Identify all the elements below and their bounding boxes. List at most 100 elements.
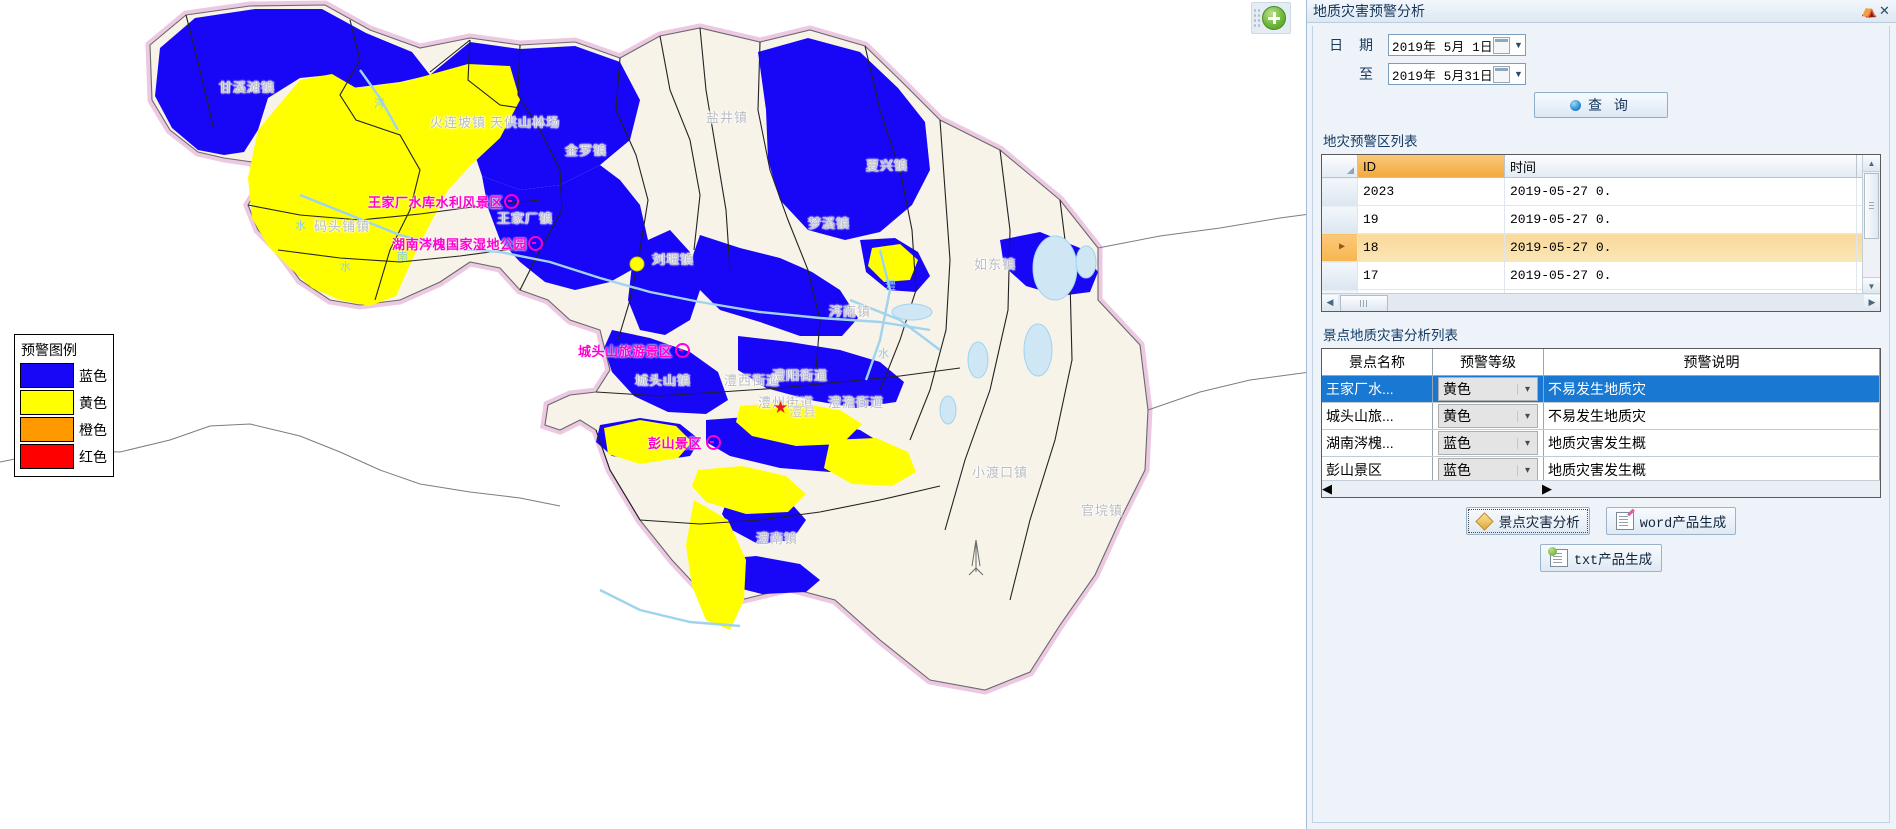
txt-product-generate-button[interactable]: txt产品生成 bbox=[1539, 544, 1663, 572]
query-button[interactable]: 查 询 bbox=[1534, 92, 1668, 118]
query-button-label: 查 询 bbox=[1588, 97, 1632, 113]
pin-icon[interactable]: ⛺ bbox=[1861, 3, 1878, 18]
row-header-corner[interactable] bbox=[1322, 155, 1358, 178]
date-from-label: 日 期 bbox=[1329, 37, 1379, 53]
date-from-row: 日 期 2019年 5月 1日 ▼ bbox=[1321, 34, 1881, 56]
drag-grip-icon[interactable] bbox=[1253, 8, 1261, 28]
cell-warning-level[interactable]: 黄色 ▾ bbox=[1432, 375, 1544, 403]
warning-level-value: 蓝色 bbox=[1443, 462, 1471, 478]
cell-scenic-name[interactable]: 城头山旅... bbox=[1322, 402, 1433, 430]
scroll-right-button[interactable]: ▶ bbox=[1542, 481, 1552, 496]
scroll-thumb[interactable] bbox=[1864, 173, 1879, 239]
cell-warning-level[interactable]: 黄色 ▾ bbox=[1432, 402, 1544, 430]
cell-time[interactable]: 2019-05-27 0. bbox=[1504, 205, 1857, 234]
vertical-scrollbar[interactable]: ▲ ▼ bbox=[1862, 155, 1880, 294]
warning-area-table-body: 2023 2019-05-27 0. 19 2019-05-27 0. ▶ 18 2019-… bbox=[1322, 177, 1880, 311]
cell-time[interactable]: 2019-05-27 0. bbox=[1504, 233, 1857, 262]
table-row[interactable]: 17 2019-05-27 0. bbox=[1322, 261, 1880, 290]
calendar-icon[interactable] bbox=[1493, 36, 1510, 54]
scroll-right-button[interactable]: ▶ bbox=[1864, 295, 1880, 310]
table-row[interactable]: 2023 2019-05-27 0. bbox=[1322, 177, 1880, 206]
close-icon[interactable]: ✕ bbox=[1879, 3, 1890, 18]
scenic-spot-marker-icon[interactable] bbox=[706, 435, 721, 450]
scenic-disaster-analysis-button[interactable]: 景点灾害分析 bbox=[1465, 507, 1590, 535]
scenic-analysis-grid[interactable]: 景点名称 预警等级 预警说明 王家厂水... 黄色 ▾ 不易发生地质灾 城头山旅... 黄… bbox=[1321, 348, 1881, 498]
cell-time[interactable]: 2019-05-27 0. bbox=[1504, 177, 1857, 206]
horizontal-scrollbar[interactable]: ◀ ▶ bbox=[1322, 293, 1880, 311]
cell-scenic-name[interactable]: 湖南涔槐... bbox=[1322, 429, 1433, 457]
cell-id[interactable]: 17 bbox=[1357, 261, 1505, 290]
scroll-left-button[interactable]: ◀ bbox=[1322, 295, 1338, 310]
date-to-row: 至 2019年 5月31日 ▼ bbox=[1321, 63, 1881, 85]
column-header-time[interactable]: 时间 bbox=[1504, 155, 1857, 178]
scroll-track[interactable] bbox=[1338, 295, 1864, 311]
legend-item: 蓝色 bbox=[20, 363, 109, 388]
table-row[interactable]: 湖南涔槐... 蓝色 ▾ 地质灾害发生概 bbox=[1322, 429, 1880, 457]
warning-level-select[interactable]: 黄色 ▾ bbox=[1438, 377, 1538, 401]
map-point-marker bbox=[629, 256, 645, 272]
chevron-down-icon[interactable]: ▾ bbox=[1517, 437, 1537, 449]
column-header-warning-level[interactable]: 预警等级 bbox=[1432, 349, 1544, 376]
legend-label: 黄色 bbox=[79, 394, 107, 411]
cell-id[interactable]: 18 bbox=[1357, 233, 1505, 262]
table-row[interactable]: ▶ 18 2019-05-27 0. bbox=[1322, 233, 1880, 262]
warning-level-select[interactable]: 蓝色 ▾ bbox=[1438, 458, 1538, 482]
table-row[interactable]: 19 2019-05-27 0. bbox=[1322, 205, 1880, 234]
row-header-cell[interactable] bbox=[1322, 177, 1358, 206]
date-to-field[interactable]: 2019年 5月31日 ▼ bbox=[1388, 63, 1526, 85]
column-header-scenic-name[interactable]: 景点名称 bbox=[1322, 349, 1433, 376]
cell-id[interactable]: 19 bbox=[1357, 205, 1505, 234]
zoom-in-icon[interactable] bbox=[1262, 6, 1286, 30]
warning-area-grid[interactable]: ID 时间 2023 2019-05-27 0. 19 2019-05-27 0. ▶ 1… bbox=[1321, 154, 1881, 312]
horizontal-scrollbar[interactable]: ◀ ▶ bbox=[1322, 480, 1880, 497]
map-canvas[interactable]: 甘溪滩镇 火连坡镇 天供山林场 盐井镇 金罗镇 夏兴镇 码头铺镇 王家厂镇 梦溪镇 如东镇 刘堰镇涔… bbox=[0, 0, 1310, 829]
cell-warning-level[interactable]: 蓝色 ▾ bbox=[1432, 429, 1544, 457]
column-header-warning-desc[interactable]: 预警说明 bbox=[1543, 349, 1880, 376]
row-header-cell[interactable]: ▶ bbox=[1322, 233, 1358, 262]
chevron-down-icon[interactable]: ▾ bbox=[1517, 410, 1537, 422]
map-zoom-widget[interactable] bbox=[1251, 2, 1291, 34]
cell-warning-desc[interactable]: 不易发生地质灾 bbox=[1543, 375, 1880, 403]
warning-zone-blue bbox=[482, 165, 648, 290]
calendar-icon[interactable] bbox=[1493, 65, 1510, 83]
date-from-field[interactable]: 2019年 5月 1日 ▼ bbox=[1388, 34, 1526, 56]
scroll-left-button[interactable]: ◀ bbox=[1322, 481, 1332, 496]
chevron-down-icon[interactable]: ▾ bbox=[1517, 464, 1537, 476]
cell-warning-desc[interactable]: 不易发生地质灾 bbox=[1543, 402, 1880, 430]
warning-zone-blue bbox=[758, 38, 930, 240]
txt-product-generate-label: txt产品生成 bbox=[1573, 553, 1653, 569]
scroll-up-button[interactable]: ▲ bbox=[1863, 155, 1880, 172]
chevron-down-icon[interactable]: ▾ bbox=[1517, 383, 1537, 395]
table-row[interactable]: 彭山景区 蓝色 ▾ 地质灾害发生概 bbox=[1322, 456, 1880, 484]
scenic-spot-marker-icon[interactable] bbox=[504, 194, 519, 209]
chevron-down-icon[interactable]: ▼ bbox=[1514, 40, 1523, 50]
warning-level-select[interactable]: 蓝色 ▾ bbox=[1438, 431, 1538, 455]
cell-warning-desc[interactable]: 地质灾害发生概 bbox=[1543, 456, 1880, 484]
scroll-down-button[interactable]: ▼ bbox=[1863, 277, 1880, 294]
row-header-cell[interactable] bbox=[1322, 205, 1358, 234]
cell-scenic-name[interactable]: 彭山景区 bbox=[1322, 456, 1433, 484]
warning-level-select[interactable]: 黄色 ▾ bbox=[1438, 404, 1538, 428]
scroll-thumb-horizontal[interactable] bbox=[1340, 295, 1388, 311]
row-header-cell[interactable] bbox=[1322, 261, 1358, 290]
cell-warning-level[interactable]: 蓝色 ▾ bbox=[1432, 456, 1544, 484]
map-vector-layer bbox=[0, 0, 1310, 695]
cell-warning-desc[interactable]: 地质灾害发生概 bbox=[1543, 429, 1880, 457]
cell-time[interactable]: 2019-05-27 0. bbox=[1504, 261, 1857, 290]
table-row[interactable]: 王家厂水... 黄色 ▾ 不易发生地质灾 bbox=[1322, 375, 1880, 403]
warning-zone-yellow bbox=[686, 500, 746, 630]
legend-items: 蓝色 黄色 橙色 红色 bbox=[20, 363, 109, 469]
scenic-spot-marker-icon[interactable] bbox=[528, 236, 543, 251]
neighbor-boundaries bbox=[0, 213, 1310, 507]
cell-scenic-name[interactable]: 王家厂水... bbox=[1322, 375, 1433, 403]
scenic-spot-marker-icon[interactable] bbox=[675, 343, 690, 358]
legend-swatch bbox=[20, 363, 74, 388]
word-product-generate-button[interactable]: word产品生成 bbox=[1605, 507, 1737, 535]
cell-id[interactable]: 2023 bbox=[1357, 177, 1505, 206]
query-row: 查 询 bbox=[1321, 92, 1881, 118]
column-header-id[interactable]: ID bbox=[1357, 155, 1505, 178]
compass-icon bbox=[968, 539, 984, 576]
table-row[interactable]: 城头山旅... 黄色 ▾ 不易发生地质灾 bbox=[1322, 402, 1880, 430]
chevron-down-icon[interactable]: ▼ bbox=[1514, 69, 1523, 79]
warning-zone-yellow bbox=[736, 402, 862, 446]
